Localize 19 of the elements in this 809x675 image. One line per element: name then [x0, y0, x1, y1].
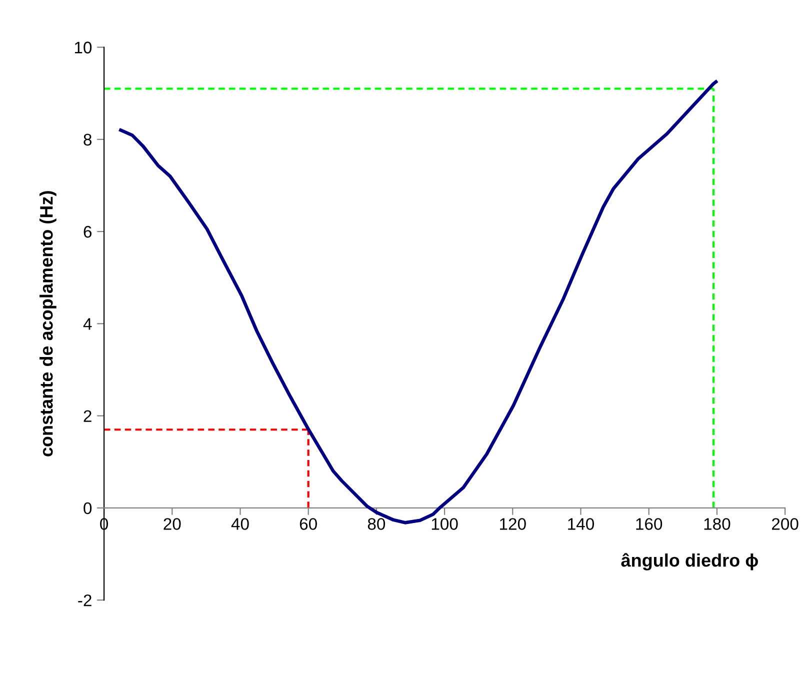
x-tick-label: 80: [368, 518, 386, 530]
y-axis-title: constante de acoplamento (Hz): [40, 191, 56, 456]
x-tick-label: 20: [164, 518, 181, 530]
y-tick-label: 0: [84, 502, 92, 514]
x-tick-label: 180: [704, 518, 730, 530]
y-tick-label: 10: [74, 42, 92, 54]
x-axis-title: ângulo diedro ϕ: [621, 553, 758, 570]
y-tick-label: 2: [84, 410, 92, 422]
x-tick-label: 100: [432, 518, 458, 530]
y-tick-label: 8: [84, 134, 92, 146]
y-tick-label: 4: [83, 318, 92, 330]
x-tick-label: 40: [231, 518, 249, 530]
y-tick-label: 6: [84, 226, 92, 238]
x-tick-label: 140: [568, 518, 594, 530]
x-tick-label: 160: [636, 518, 662, 530]
y-tick-label: -2: [78, 594, 92, 606]
x-tick-label: 200: [772, 518, 798, 530]
x-tick-label: 60: [300, 518, 317, 530]
x-tick-label: 120: [500, 518, 526, 530]
